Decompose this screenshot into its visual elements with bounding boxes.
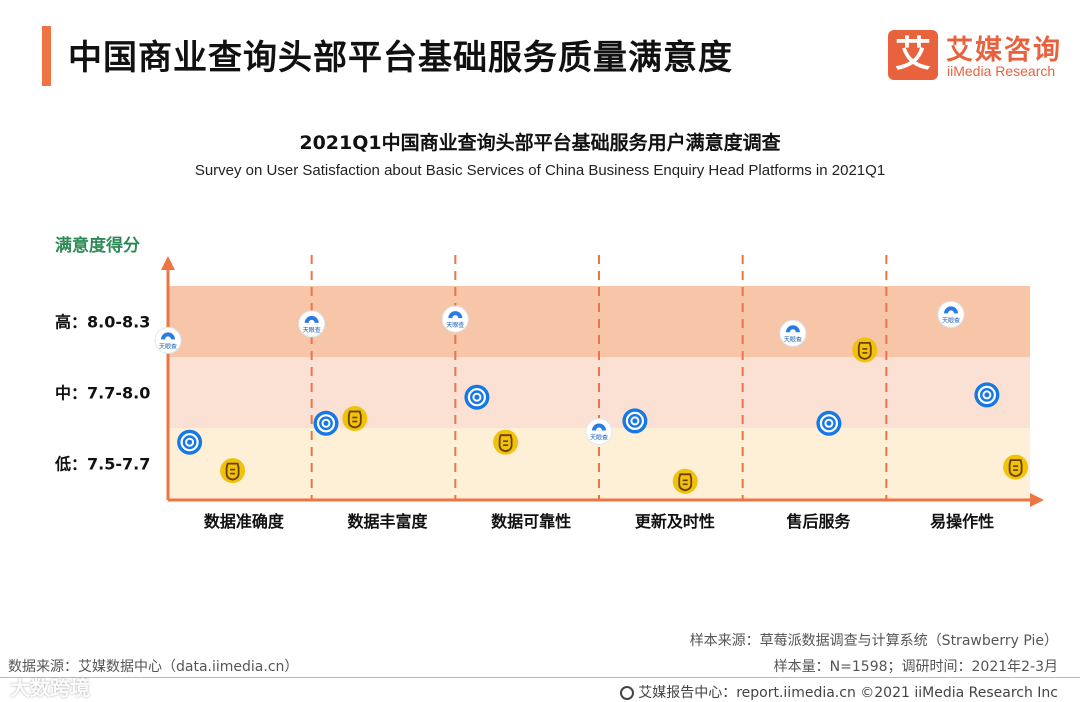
qixinbao-icon xyxy=(1003,454,1029,480)
qichacha-ring xyxy=(625,411,645,430)
x-tick-label: 售后服务 xyxy=(786,512,851,531)
y-axis-arrow xyxy=(161,256,175,270)
tianyancha-icon: 天眼查 xyxy=(441,305,469,333)
tianyancha-mark xyxy=(944,306,958,314)
qixinbao-shield xyxy=(678,473,693,492)
qichacha-ring xyxy=(467,388,486,407)
qichacha-icon xyxy=(464,384,490,410)
chart-title: 2021Q1中国商业查询头部平台基础服务用户满意度调查 xyxy=(299,132,781,154)
sample-source: 样本来源：草莓派数据调查与计算系统（Strawberry Pie） xyxy=(689,633,1058,649)
tianyancha-mark xyxy=(161,332,175,340)
tianyancha-label: 天眼查 xyxy=(446,321,464,329)
tianyancha-icon: 天眼查 xyxy=(154,326,182,354)
tianyancha-mark xyxy=(448,311,463,319)
qichacha-ring xyxy=(819,414,839,433)
qixinbao-shield xyxy=(857,341,872,360)
qixinbao-bg xyxy=(1003,454,1029,480)
qixinbao-shield xyxy=(347,410,362,429)
sample-size: 样本量：N=1598；调研时间：2021年2-3月 xyxy=(773,659,1058,675)
qixinbao-bg xyxy=(493,429,519,455)
tianyancha-label: 天眼查 xyxy=(784,335,802,343)
band-label-1: 中：7.7-8.0 xyxy=(55,384,150,403)
tianyancha-mark xyxy=(304,315,319,323)
qichacha-core xyxy=(824,418,834,428)
page-title: 中国商业查询头部平台基础服务质量满意度 xyxy=(68,38,733,78)
qichacha-core xyxy=(185,437,195,447)
globe-icon xyxy=(620,686,635,700)
band-label-2: 低：7.5-7.7 xyxy=(54,455,150,474)
qichacha-core xyxy=(321,418,331,428)
title-accent-bar xyxy=(42,26,51,86)
logo-english-name: iiMedia Research xyxy=(947,63,1056,79)
data-source: 数据来源：艾媒数据中心（data.iimedia.cn） xyxy=(8,659,299,675)
iimedia-logo-icon: 艾 xyxy=(888,30,938,80)
report-center-text: 艾媒报告中心：report.iimedia.cn ©2021 iiMedia R… xyxy=(638,685,1058,701)
footer-divider xyxy=(0,677,1080,678)
y-axis-label: 满意度得分 xyxy=(55,235,140,256)
qichacha-ring xyxy=(316,414,336,433)
qichacha-core xyxy=(982,390,992,400)
qichacha-core xyxy=(630,416,640,426)
x-tick-label: 数据准确度 xyxy=(204,512,285,531)
qichacha-icon xyxy=(313,410,339,436)
tianyancha-mark xyxy=(592,423,606,431)
qixinbao-shield xyxy=(498,434,513,453)
qixinbao-shield xyxy=(1008,459,1023,478)
tianyancha-label: 天眼查 xyxy=(590,434,608,442)
tianyancha-icon: 天眼查 xyxy=(298,310,326,338)
tianyancha-bg xyxy=(154,326,182,354)
tianyancha-label: 天眼查 xyxy=(159,342,177,350)
tianyancha-label: 天眼查 xyxy=(303,326,321,334)
tianyancha-icon: 天眼查 xyxy=(585,418,613,445)
watermark: 大数跨境 xyxy=(10,676,90,700)
tianyancha-icon: 天眼查 xyxy=(779,319,807,347)
qichacha-core xyxy=(472,392,482,402)
x-tick-label: 数据可靠性 xyxy=(491,512,571,531)
tianyancha-icon: 天眼查 xyxy=(937,300,965,328)
iimedia-logo: 艾 艾媒咨询 iiMedia Research xyxy=(888,30,1068,84)
tianyancha-bg xyxy=(937,300,965,328)
qixinbao-bg xyxy=(342,406,368,431)
x-axis-arrow xyxy=(1030,493,1044,507)
qixinbao-shield xyxy=(225,462,240,481)
tianyancha-bg xyxy=(298,310,326,338)
qixinbao-icon xyxy=(493,429,519,455)
tianyancha-label: 天眼查 xyxy=(942,316,960,324)
qixinbao-icon xyxy=(342,406,368,431)
tianyancha-bg xyxy=(585,418,613,445)
qixinbao-icon xyxy=(852,337,878,363)
qichacha-icon xyxy=(816,410,842,436)
qixinbao-bg xyxy=(220,458,246,484)
tianyancha-bg xyxy=(779,319,807,347)
qixinbao-icon xyxy=(220,458,246,484)
chart-subtitle: Survey on User Satisfaction about Basic … xyxy=(194,162,886,179)
qixinbao-icon xyxy=(672,468,698,494)
qixinbao-bg xyxy=(672,468,698,494)
tianyancha-mark xyxy=(785,325,800,333)
x-tick-label: 更新及时性 xyxy=(635,512,715,531)
qichacha-icon xyxy=(177,429,203,455)
qichacha-icon xyxy=(622,408,648,434)
report-center: 艾媒报告中心：report.iimedia.cn ©2021 iiMedia R… xyxy=(620,682,1058,702)
x-tick-label: 数据丰富度 xyxy=(347,512,428,531)
tianyancha-bg xyxy=(441,305,469,333)
logo-chinese-name: 艾媒咨询 xyxy=(946,35,1062,66)
qixinbao-bg xyxy=(852,337,878,363)
qichacha-ring xyxy=(977,385,997,404)
band-label-0: 高：8.0-8.3 xyxy=(55,313,150,332)
qichacha-ring xyxy=(180,433,199,452)
qichacha-icon xyxy=(974,382,1000,408)
x-tick-label: 易操作性 xyxy=(930,512,994,531)
